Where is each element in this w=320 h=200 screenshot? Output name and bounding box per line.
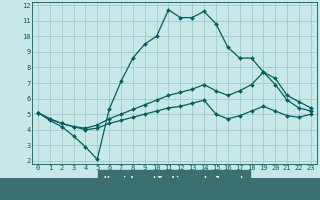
X-axis label: Humidex (Indice chaleur): Humidex (Indice chaleur) [104,176,245,186]
